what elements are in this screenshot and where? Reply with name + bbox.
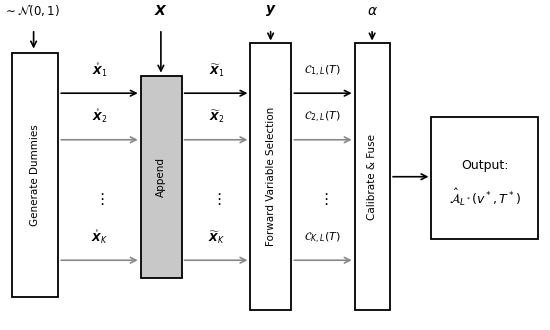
Text: Forward Variable Selection: Forward Variable Selection [266,107,276,246]
Text: $\hat{\mathcal{A}}_{L^*}(v^*, T^*)$: $\hat{\mathcal{A}}_{L^*}(v^*, T^*)$ [449,187,521,208]
Bar [12,53,58,297]
Text: $\mathring{\boldsymbol{X}}_K$: $\mathring{\boldsymbol{X}}_K$ [91,228,108,246]
Text: $\mathring{\boldsymbol{X}}_1$: $\mathring{\boldsymbol{X}}_1$ [92,61,107,79]
Text: $\vdots$: $\vdots$ [94,191,104,207]
Text: $\mathcal{C}_{1,L}(T)$: $\mathcal{C}_{1,L}(T)$ [305,64,341,79]
Text: $\alpha$: $\alpha$ [367,4,378,18]
Text: $\widetilde{\boldsymbol{X}}_2$: $\widetilde{\boldsymbol{X}}_2$ [208,109,224,125]
Text: $\vdots$: $\vdots$ [211,191,222,207]
Text: Append: Append [156,157,166,197]
Text: $\boldsymbol{y}$: $\boldsymbol{y}$ [265,3,277,18]
Text: $\mathring{\boldsymbol{X}}_2$: $\mathring{\boldsymbol{X}}_2$ [92,108,107,125]
Bar [431,117,538,239]
Text: $\vdots$: $\vdots$ [317,191,328,207]
Text: Output:: Output: [461,159,509,172]
Text: Calibrate & Fuse: Calibrate & Fuse [367,134,377,220]
Text: Generate Dummies: Generate Dummies [30,124,40,226]
Text: $\mathcal{C}_{K,L}(T)$: $\mathcal{C}_{K,L}(T)$ [304,231,341,246]
Bar [141,76,182,278]
Text: $\sim \mathcal{N}(0,1)$: $\sim \mathcal{N}(0,1)$ [3,3,60,18]
Bar [250,44,292,310]
Bar [355,44,390,310]
Text: $\widetilde{\boldsymbol{X}}_1$: $\widetilde{\boldsymbol{X}}_1$ [208,62,224,79]
Text: $\mathcal{C}_{2,L}(T)$: $\mathcal{C}_{2,L}(T)$ [305,110,341,125]
Text: $\boldsymbol{X}$: $\boldsymbol{X}$ [154,4,168,18]
Text: $\widetilde{\boldsymbol{X}}_K$: $\widetilde{\boldsymbol{X}}_K$ [208,229,225,246]
